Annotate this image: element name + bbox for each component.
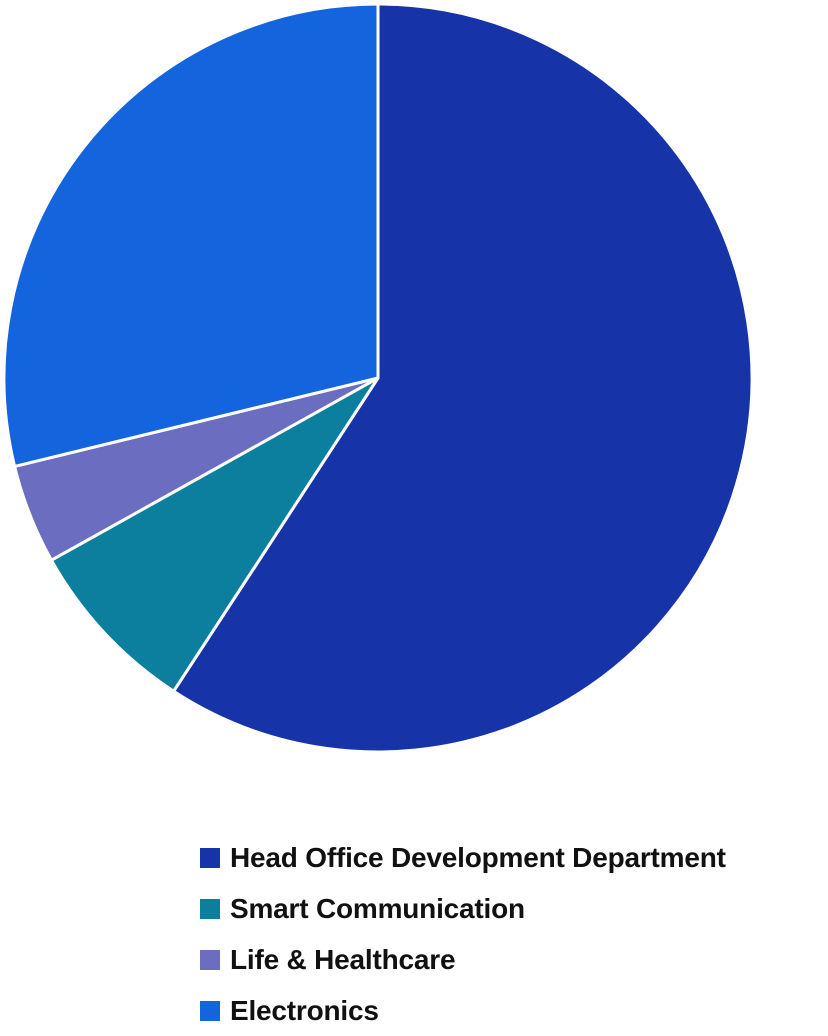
legend-swatch-life-healthcare xyxy=(200,949,220,970)
legend-swatch-head-office xyxy=(200,847,220,868)
legend-label-head-office: Head Office Development Department xyxy=(230,841,726,873)
pie-slice-electronics xyxy=(2,2,380,468)
chart-legend: Head Office Development Department Smart… xyxy=(200,832,726,1036)
legend-swatch-electronics xyxy=(200,1000,220,1021)
pie-chart xyxy=(2,2,754,754)
legend-label-electronics: Electronics xyxy=(230,994,379,1026)
legend-item-head-office: Head Office Development Department xyxy=(200,832,726,883)
legend-item-smart-communication: Smart Communication xyxy=(200,883,726,934)
legend-label-smart-communication: Smart Communication xyxy=(230,892,525,924)
legend-item-electronics: Electronics xyxy=(200,985,726,1036)
pie-slice-head-office xyxy=(172,2,754,754)
legend-label-life-healthcare: Life & Healthcare xyxy=(230,943,456,975)
legend-swatch-smart-communication xyxy=(200,898,220,919)
legend-item-life-healthcare: Life & Healthcare xyxy=(200,934,726,985)
pie-slice-smart-communication xyxy=(49,376,380,693)
